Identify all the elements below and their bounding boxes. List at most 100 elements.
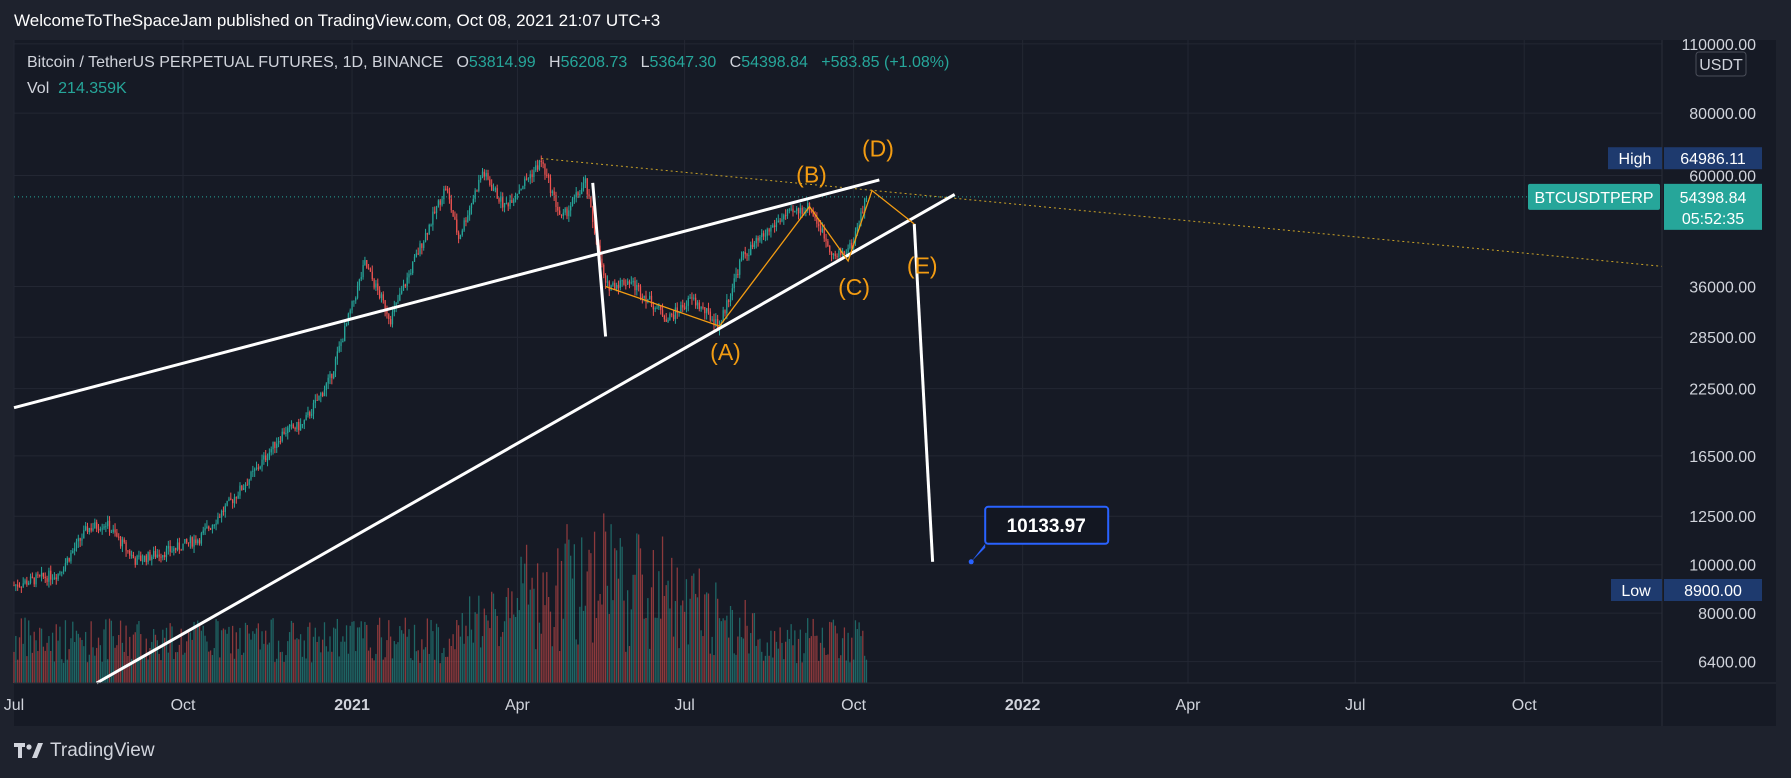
volume-bar [270,619,272,683]
volume-bar [369,647,372,683]
candle-body [364,260,366,265]
candle-body [801,207,803,214]
volume-bar [492,593,495,683]
candle-body [39,575,41,577]
candle-body [351,301,353,311]
volume-bar [423,649,425,683]
volume-bar [136,624,138,683]
volume-bar [801,662,803,683]
candle-body [197,540,199,544]
candle-body [663,315,666,320]
candle-body [426,233,429,235]
candle-body [819,226,822,233]
candle-body [671,314,673,316]
volume-bar [367,650,370,683]
volume-bar [581,537,583,683]
volume-bar [470,629,473,683]
candle-body [345,323,348,327]
volume-bar [391,658,394,683]
candle-body [112,529,114,532]
candle-body [213,524,215,526]
volume-bar [61,659,63,683]
candle-body [849,242,851,249]
volume-bar [105,619,107,683]
volume-bar [70,638,72,683]
candle-body [377,283,379,291]
candle-body [340,342,342,347]
volume-bar [382,659,384,683]
candle-body [255,467,258,470]
candle-body [380,294,383,298]
candle-body [772,225,774,228]
volume-bar [314,627,316,683]
volume-bar [694,593,697,683]
candle-body [614,282,616,290]
candle-body [452,210,454,217]
volume-bar [603,513,605,683]
volume-bar [549,611,552,683]
candle-body [570,205,572,211]
volume-bar [92,647,94,683]
candle-body [704,307,706,314]
volume-bar [639,548,642,683]
candle-body [527,178,530,180]
candle-body [180,549,182,551]
volume-bar [606,585,609,683]
candle-body [463,220,465,231]
candle-body [862,211,864,213]
candle-body [467,215,469,222]
open-value: 53814.99 [468,54,536,71]
volume-bar [334,628,337,683]
volume-bar [397,642,399,683]
volume-bar [819,642,822,683]
candle-body [630,282,632,284]
volume-bar [544,605,546,683]
candle-body [395,302,397,308]
candle-body [799,207,801,214]
volume-bar [99,645,101,683]
candle-body [209,528,212,530]
currency-button [1695,51,1747,77]
candle-body [660,305,662,310]
volume-bar [307,626,309,683]
volume-bar [50,650,52,683]
volume-bar [445,656,447,683]
volume-bar [191,639,193,683]
candle-body [283,431,285,434]
volume-bar [748,653,750,683]
candle-body [64,562,67,570]
volume-bar [472,642,474,683]
volume-bar [814,635,816,683]
currency-label: USDT [1699,57,1743,74]
candle-body [604,275,607,283]
high-value: 56208.73 [560,54,628,71]
close-value: 54398.84 [741,54,808,71]
volume-bar [551,646,553,683]
volume-bar [707,593,710,683]
volume-bar [816,635,818,683]
volume-bar [641,574,643,683]
candle-body [130,554,133,556]
volume-bar [29,635,32,683]
volume-bar [858,622,860,683]
volume-bar [226,633,228,683]
volume-bar [79,637,81,683]
candle-body [522,185,524,190]
candle-body [195,539,197,544]
tradingview-brand[interactable]: TradingView [14,740,155,762]
candle-body [761,233,763,238]
candle-body [676,307,678,313]
candle-body [356,285,359,298]
candle-body [322,393,324,397]
volume-bar [165,627,168,683]
candle-body [746,254,748,256]
volume-bar [489,628,491,683]
chart-area[interactable] [14,40,1776,726]
volume-bar [143,657,146,683]
candle-body [143,555,146,561]
candle-body [149,551,151,561]
candle-body [641,296,643,299]
candle-body [678,312,680,314]
candle-body [186,539,188,543]
